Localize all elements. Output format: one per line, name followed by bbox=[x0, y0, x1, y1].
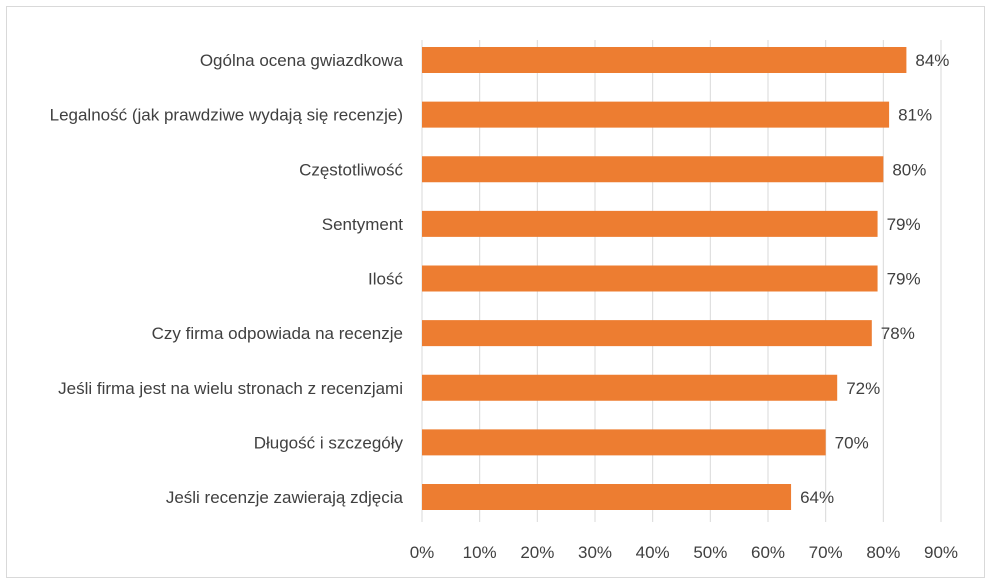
data-label: 84% bbox=[915, 51, 949, 70]
data-label: 64% bbox=[800, 488, 834, 507]
data-label: 78% bbox=[881, 324, 915, 343]
data-label: 80% bbox=[892, 160, 926, 179]
category-label: Legalność (jak prawdziwe wydają się rece… bbox=[50, 106, 403, 125]
x-tick-label: 40% bbox=[636, 543, 670, 562]
data-label: 79% bbox=[887, 270, 921, 289]
x-tick-label: 80% bbox=[866, 543, 900, 562]
value-labels: 84% 81% 80% 79% 79% 78% 72% 70% 64% bbox=[800, 51, 949, 507]
bar bbox=[422, 265, 878, 292]
bar bbox=[422, 429, 826, 456]
category-label: Jeśli firma jest na wielu stronach z rec… bbox=[58, 379, 403, 398]
x-tick-label: 0% bbox=[410, 543, 435, 562]
category-label: Długość i szczegóły bbox=[254, 433, 404, 452]
category-labels: Ogólna ocena gwiazdkowa Legalność (jak pr… bbox=[50, 51, 404, 507]
x-tick-label: 60% bbox=[751, 543, 785, 562]
axis-tick-labels: 0% 10% 20% 30% 40% 50% 60% 70% 80% 90% bbox=[410, 543, 958, 562]
data-label: 79% bbox=[887, 215, 921, 234]
category-label: Czy firma odpowiada na recenzje bbox=[152, 324, 403, 343]
x-tick-label: 10% bbox=[463, 543, 497, 562]
x-tick-label: 90% bbox=[924, 543, 958, 562]
category-label: Jeśli recenzje zawierają zdjęcia bbox=[166, 488, 404, 507]
chart-frame bbox=[6, 6, 985, 578]
bar bbox=[422, 374, 838, 401]
bar bbox=[422, 210, 878, 237]
category-label: Częstotliwość bbox=[299, 160, 403, 179]
data-label: 81% bbox=[898, 106, 932, 125]
x-tick-label: 20% bbox=[520, 543, 554, 562]
bar bbox=[422, 47, 907, 73]
bar bbox=[422, 101, 890, 128]
bar bbox=[422, 156, 884, 183]
bar bbox=[422, 320, 872, 347]
category-label: Sentyment bbox=[322, 215, 404, 234]
data-label: 70% bbox=[835, 433, 869, 452]
data-label: 72% bbox=[846, 379, 880, 398]
x-tick-label: 30% bbox=[578, 543, 612, 562]
bar bbox=[422, 484, 792, 510]
x-tick-label: 50% bbox=[693, 543, 727, 562]
bars-layer bbox=[422, 47, 907, 510]
category-label: Ilość bbox=[368, 270, 403, 289]
x-tick-label: 70% bbox=[809, 543, 843, 562]
category-label: Ogólna ocena gwiazdkowa bbox=[200, 51, 404, 70]
